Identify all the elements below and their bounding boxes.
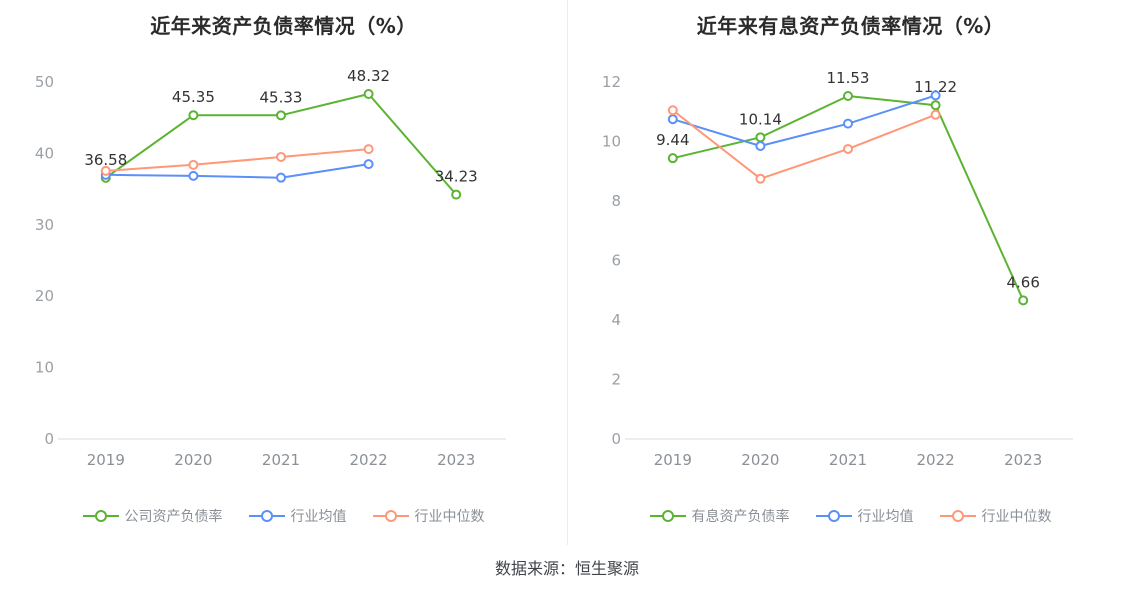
data-point-label: 45.35: [172, 88, 215, 106]
y-tick-label: 50: [35, 73, 54, 91]
x-tick-label: 2020: [741, 451, 779, 469]
series-line: [671, 94, 937, 147]
data-point: [843, 143, 853, 154]
y-tick-label: 8: [611, 192, 621, 210]
data-point-label: 11.22: [914, 78, 957, 96]
x-tick-label: 2021: [829, 451, 867, 469]
data-point-label: 11.53: [827, 69, 870, 87]
legend-marker-icon: [82, 510, 119, 522]
data-point: [843, 118, 853, 129]
legend-label: 行业均值: [857, 509, 914, 525]
data-point-label: 36.58: [84, 151, 127, 169]
data-point: [930, 109, 941, 120]
series-line: [104, 148, 370, 172]
data-point-label: 34.23: [435, 168, 478, 186]
x-tick-label: 2023: [1004, 451, 1042, 469]
legend-item: 有息资产负债率: [649, 506, 790, 526]
y-tick-label: 12: [602, 73, 621, 91]
data-point: [363, 144, 374, 155]
data-point: [667, 114, 678, 125]
y-tick-label: 0: [44, 430, 54, 448]
data-point: [755, 132, 766, 143]
data-point: [188, 110, 199, 121]
legend-marker-icon: [372, 510, 409, 522]
data-point: [100, 165, 111, 176]
legend-label: 有息资产负债率: [691, 509, 790, 525]
data-point: [930, 100, 941, 111]
legend-item: 行业均值: [248, 506, 347, 526]
y-tick-label: 10: [35, 359, 54, 377]
asset-liability-chart-panel: 近年来资产负债率情况（%） 0 10 20 30 40 50 2019 2020 2021 202…: [0, 0, 567, 531]
data-point: [276, 151, 286, 162]
data-point-label: 45.33: [260, 88, 303, 106]
legend-label: 公司资产负债率: [124, 509, 223, 525]
data-point: [843, 90, 853, 101]
y-tick-label: 2: [611, 371, 621, 389]
data-point-label: 9.44: [656, 131, 689, 149]
x-tick-label: 2022: [350, 451, 388, 469]
chart-title: 近年来资产负债率情况（%）: [150, 14, 417, 38]
x-tick-label: 2022: [917, 451, 955, 469]
legend-item: 行业中位数: [939, 506, 1052, 526]
chart-legend: 公司资产负债率 行业均值 行业中位数: [0, 501, 567, 531]
data-point: [451, 189, 462, 200]
legend-label: 行业中位数: [981, 509, 1052, 525]
y-tick-label: 30: [35, 216, 54, 234]
data-point: [755, 140, 766, 151]
interest-bearing-chart: 0 2 4 6 8 10 12 2019 2020 2021 2022 2023 9.44 10.14 11…: [602, 69, 1073, 469]
series-line: [671, 109, 937, 180]
y-tick-label: 4: [611, 311, 621, 329]
legend-item: 行业中位数: [372, 506, 485, 526]
data-point: [188, 170, 199, 181]
chart-panels: 近年来资产负债率情况（%） 0 10 20 30 40 50 2019 2020 2021 202…: [0, 0, 1134, 531]
x-tick-label: 2021: [262, 451, 300, 469]
y-tick-label: 20: [35, 287, 54, 305]
legend-marker-icon: [939, 510, 976, 522]
data-point: [363, 159, 374, 170]
data-point: [363, 88, 374, 99]
panel-divider: [567, 0, 568, 545]
y-tick-label: 6: [611, 252, 621, 270]
series-line: [104, 163, 370, 179]
legend-label: 行业中位数: [414, 509, 485, 525]
x-tick-label: 2020: [174, 451, 212, 469]
legend-marker-icon: [815, 510, 852, 522]
legend-label: 行业均值: [290, 509, 347, 525]
chart-legend: 有息资产负债率 行业均值 行业中位数: [567, 501, 1134, 531]
chart-title: 近年来有息资产负债率情况（%）: [696, 14, 1005, 38]
asset-liability-chart: 0 10 20 30 40 50 2019 2020 2021 2022 2023 36.58 45.3…: [35, 67, 506, 469]
data-point-label: 4.66: [1006, 273, 1039, 291]
data-point-label: 48.32: [347, 67, 390, 85]
data-point: [930, 90, 941, 101]
legend-item: 公司资产负债率: [82, 506, 223, 526]
x-tick-label: 2019: [87, 451, 125, 469]
x-tick-label: 2023: [437, 451, 475, 469]
data-point: [755, 173, 766, 184]
legend-marker-icon: [248, 510, 285, 522]
data-point: [1018, 295, 1029, 306]
legend-marker-icon: [649, 510, 686, 522]
y-tick-label: 40: [35, 144, 54, 162]
legend-item: 行业均值: [815, 506, 914, 526]
data-source-text: 数据来源：恒生聚源: [494, 559, 639, 578]
data-point: [667, 105, 678, 116]
data-point: [276, 110, 286, 121]
data-point: [276, 172, 286, 183]
data-point-label: 10.14: [739, 110, 782, 128]
x-tick-label: 2019: [654, 451, 692, 469]
interest-bearing-chart-panel: 近年来有息资产负债率情况（%） 0 2 4 6 8 10 12 2019 2020 2021 202…: [567, 0, 1134, 531]
data-point: [667, 153, 678, 164]
y-tick-label: 0: [611, 430, 621, 448]
y-tick-label: 10: [602, 133, 621, 151]
data-point: [188, 159, 199, 170]
